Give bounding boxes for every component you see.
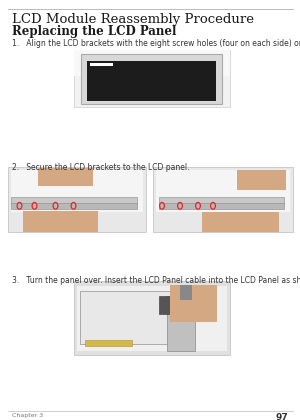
- FancyBboxPatch shape: [202, 212, 279, 232]
- FancyBboxPatch shape: [76, 286, 226, 351]
- FancyBboxPatch shape: [11, 202, 137, 209]
- FancyBboxPatch shape: [170, 285, 217, 322]
- FancyBboxPatch shape: [167, 296, 195, 351]
- Text: 1.   Align the LCD brackets with the eight screw holes (four on each side) on th: 1. Align the LCD brackets with the eight…: [12, 39, 300, 48]
- FancyBboxPatch shape: [11, 197, 137, 205]
- Text: 2.   Secure the LCD brackets to the LCD panel.: 2. Secure the LCD brackets to the LCD pa…: [12, 163, 190, 172]
- FancyBboxPatch shape: [38, 168, 93, 186]
- FancyBboxPatch shape: [87, 60, 216, 101]
- FancyBboxPatch shape: [81, 54, 222, 104]
- FancyBboxPatch shape: [85, 340, 132, 346]
- FancyBboxPatch shape: [8, 167, 146, 232]
- FancyBboxPatch shape: [80, 291, 181, 344]
- FancyBboxPatch shape: [11, 170, 142, 212]
- Text: 3.   Turn the panel over. Insert the LCD Panel cable into the LCD Panel as shown: 3. Turn the panel over. Insert the LCD P…: [12, 276, 300, 285]
- FancyBboxPatch shape: [74, 50, 230, 107]
- Text: Chapter 3: Chapter 3: [12, 413, 43, 418]
- FancyBboxPatch shape: [22, 211, 98, 232]
- FancyBboxPatch shape: [159, 296, 178, 315]
- FancyBboxPatch shape: [159, 197, 284, 205]
- Text: Replacing the LCD Panel: Replacing the LCD Panel: [12, 25, 176, 38]
- FancyBboxPatch shape: [74, 281, 230, 355]
- Text: LCD Module Reassembly Procedure: LCD Module Reassembly Procedure: [12, 13, 254, 26]
- FancyBboxPatch shape: [237, 170, 286, 189]
- Text: 97: 97: [275, 413, 288, 420]
- FancyBboxPatch shape: [180, 285, 192, 300]
- FancyBboxPatch shape: [230, 214, 255, 232]
- FancyBboxPatch shape: [90, 63, 113, 66]
- FancyBboxPatch shape: [159, 202, 284, 209]
- FancyBboxPatch shape: [156, 170, 290, 212]
- FancyBboxPatch shape: [44, 212, 71, 232]
- FancyBboxPatch shape: [74, 50, 230, 76]
- FancyBboxPatch shape: [153, 167, 292, 232]
